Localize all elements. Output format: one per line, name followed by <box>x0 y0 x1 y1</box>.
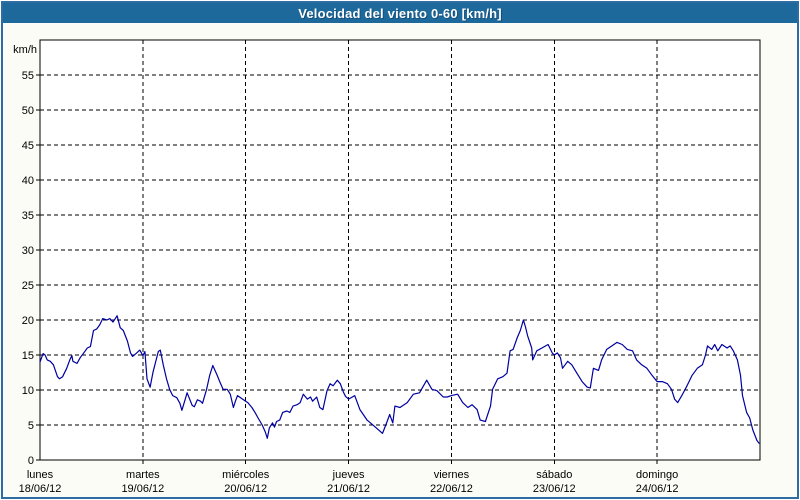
y-axis-unit-label: km/h <box>13 44 37 56</box>
y-tick-label: 25 <box>22 280 34 292</box>
y-tick-label: 50 <box>22 105 34 117</box>
x-axis-day-label: sábado <box>536 469 572 481</box>
x-axis-date-label: 22/06/12 <box>430 483 473 495</box>
chart-title: Velocidad del viento 0-60 [km/h] <box>298 5 502 21</box>
y-tick-label: 30 <box>22 245 34 257</box>
x-axis-date-label: 24/06/12 <box>636 483 679 495</box>
wind-speed-line <box>39 315 760 444</box>
y-tick-label: 10 <box>22 385 34 397</box>
x-axis-day-label: lunes <box>27 469 54 481</box>
y-tick-label: 15 <box>22 350 34 362</box>
y-tick-label: 35 <box>22 210 34 222</box>
chart-title-bar: Velocidad del viento 0-60 [km/h] <box>3 3 797 23</box>
y-tick-label: 20 <box>22 315 34 327</box>
y-tick-label: 55 <box>22 70 34 82</box>
x-axis-day-label: miércoles <box>222 469 270 481</box>
x-axis-day-label: viernes <box>434 469 470 481</box>
x-axis-date-label: 19/06/12 <box>121 483 164 495</box>
chart-canvas: 0 5 10 15 20 25 30 35 40 45 50 55 km/h lunes 18/06/12 m… <box>13 39 761 495</box>
x-axis-date-label: 23/06/12 <box>533 483 576 495</box>
x-axis-day-label: martes <box>126 469 160 481</box>
y-tick-label: 45 <box>22 140 34 152</box>
x-axis-date-label: 18/06/12 <box>19 483 62 495</box>
y-tick-label: 40 <box>22 175 34 187</box>
x-axis-date-label: 21/06/12 <box>327 483 370 495</box>
x-axis-day-label: domingo <box>636 469 678 481</box>
y-tick-label: 0 <box>28 455 34 467</box>
x-axis-date-label: 20/06/12 <box>224 483 267 495</box>
y-tick-label: 5 <box>28 420 34 432</box>
x-axis-day-label: jueves <box>332 469 365 481</box>
